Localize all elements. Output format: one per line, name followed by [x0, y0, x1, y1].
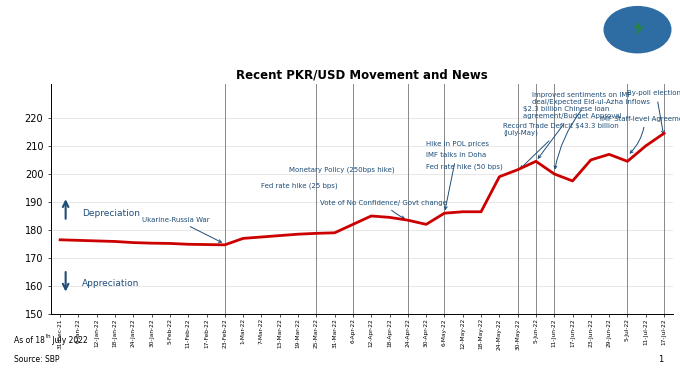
Text: As of 18: As of 18: [14, 336, 44, 345]
Text: Source: SBP: Source: SBP: [14, 355, 59, 364]
Text: th: th: [46, 334, 51, 339]
Text: Fed rate hike (50 bps): Fed rate hike (50 bps): [426, 163, 503, 170]
Title: Recent PKR/USD Movement and News: Recent PKR/USD Movement and News: [236, 69, 488, 82]
Text: Ukarine-Russia War: Ukarine-Russia War: [143, 216, 222, 242]
Text: IMF talks in Doha: IMF talks in Doha: [426, 152, 486, 210]
Text: Appreciation: Appreciation: [82, 279, 139, 288]
Circle shape: [600, 3, 675, 56]
Text: IMF Staff-level Agreement: IMF Staff-level Agreement: [600, 116, 680, 153]
Text: Monetary Policy (250bps hike): Monetary Policy (250bps hike): [289, 166, 394, 173]
Text: Improved sentiments on IMF
deal/Expected Eid-ul-Azha inflows: Improved sentiments on IMF deal/Expected…: [532, 92, 650, 169]
Text: In a market-determined exchange rate system, both positive and negative: In a market-determined exchange rate sys…: [44, 16, 568, 29]
Text: July 2022: July 2022: [50, 336, 88, 345]
Text: ⚜: ⚜: [630, 22, 645, 37]
Text: Hike in POL prices: Hike in POL prices: [426, 141, 489, 147]
Text: 1: 1: [658, 355, 663, 364]
Text: Fed rate hike (25 bps): Fed rate hike (25 bps): [261, 183, 338, 190]
Circle shape: [604, 6, 671, 53]
Text: By-poll elections: By-poll elections: [628, 90, 680, 134]
Text: developments affect the currency: developments affect the currency: [187, 38, 425, 51]
Text: Depreciation: Depreciation: [82, 209, 140, 218]
Text: $2.3 billion Chinese loan
agreement/Budget Approval: $2.3 billion Chinese loan agreement/Budg…: [523, 106, 622, 158]
Text: Record Trade Deficit $43.3 billion
(July-May): Record Trade Deficit $43.3 billion (July…: [503, 123, 619, 169]
Text: Vote of No Confidence/ Govt change: Vote of No Confidence/ Govt change: [320, 200, 447, 219]
